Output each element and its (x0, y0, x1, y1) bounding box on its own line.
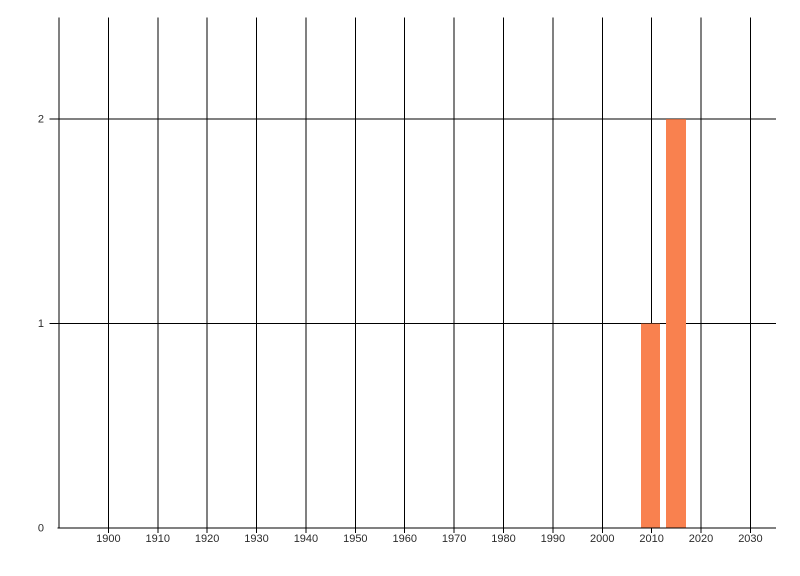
svg-text:1940: 1940 (294, 533, 318, 545)
svg-text:1930: 1930 (244, 533, 268, 545)
svg-text:1950: 1950 (343, 533, 367, 545)
svg-text:1: 1 (38, 318, 44, 330)
svg-text:1900: 1900 (96, 533, 120, 545)
svg-text:2030: 2030 (738, 533, 762, 545)
svg-text:0: 0 (38, 523, 44, 535)
svg-text:2020: 2020 (689, 533, 713, 545)
svg-text:2010: 2010 (639, 533, 663, 545)
svg-text:1970: 1970 (442, 533, 466, 545)
svg-text:1920: 1920 (195, 533, 219, 545)
svg-text:2000: 2000 (590, 533, 614, 545)
svg-text:2: 2 (38, 114, 44, 126)
svg-text:1910: 1910 (146, 533, 170, 545)
svg-text:1980: 1980 (491, 533, 515, 545)
svg-text:1960: 1960 (392, 533, 416, 545)
svg-text:1990: 1990 (541, 533, 565, 545)
